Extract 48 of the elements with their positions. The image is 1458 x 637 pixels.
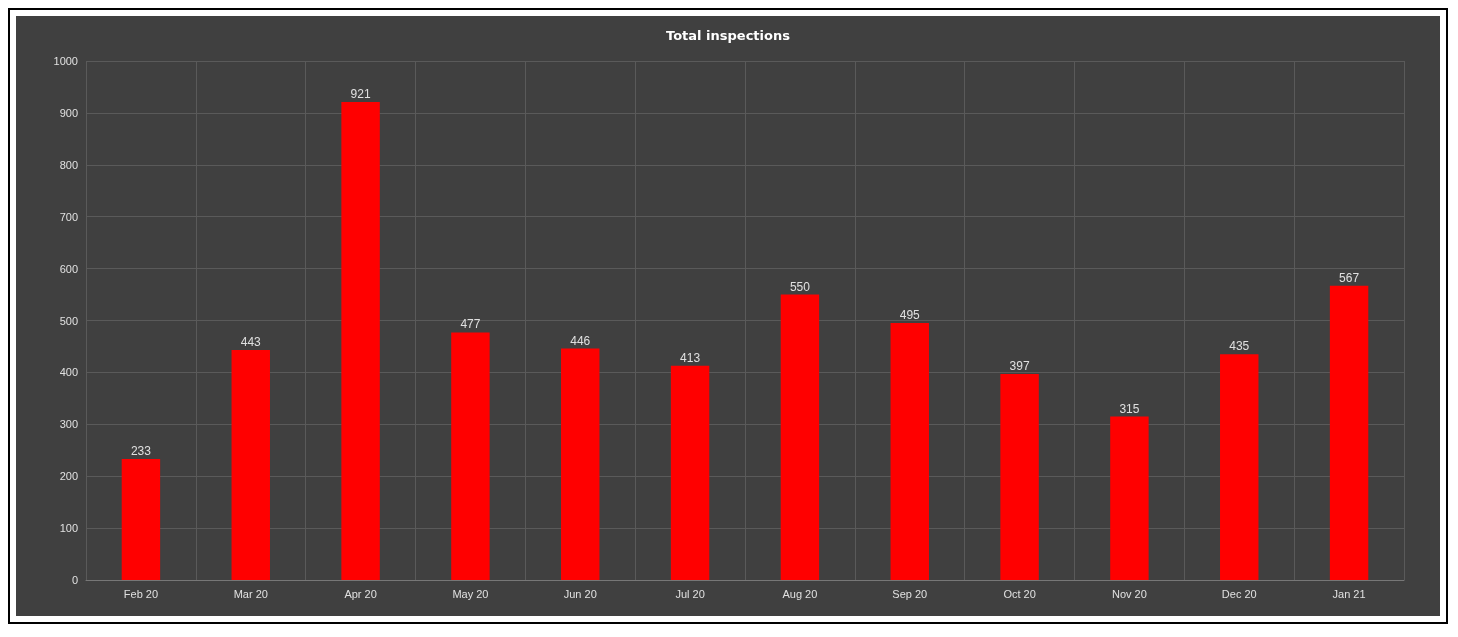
data-label: 567 <box>1339 270 1360 285</box>
x-tick-label: Jun 20 <box>563 587 597 600</box>
y-tick-label: 700 <box>59 210 78 223</box>
bar <box>1110 416 1149 580</box>
bar <box>231 350 270 580</box>
x-tick-label: Jul 20 <box>675 587 705 600</box>
bar <box>670 365 710 580</box>
data-label: 446 <box>570 333 591 348</box>
x-tick-label: May 20 <box>452 587 489 600</box>
data-label: 550 <box>789 279 811 294</box>
x-tick-label: Feb 20 <box>123 587 159 600</box>
bar <box>341 102 380 580</box>
x-tick-label: Sep 20 <box>892 587 928 600</box>
data-label: 315 <box>1119 401 1140 416</box>
bar <box>1220 354 1259 580</box>
x-tick-label: Oct 20 <box>1003 587 1036 600</box>
x-tick-label: Mar 20 <box>233 587 268 600</box>
chart-title: Total inspections <box>666 28 791 43</box>
y-tick-label: 300 <box>59 418 78 431</box>
x-tick-label: Aug 20 <box>782 587 818 600</box>
bar <box>121 459 161 580</box>
y-tick-label: 200 <box>59 470 78 483</box>
x-tick-label: Dec 20 <box>1221 587 1257 600</box>
data-label: 233 <box>130 444 152 459</box>
y-tick-label: 1000 <box>53 55 78 67</box>
data-label: 495 <box>899 308 921 323</box>
y-tick-label: 900 <box>59 106 78 119</box>
data-label: 413 <box>680 350 701 365</box>
data-label: 435 <box>1229 339 1250 354</box>
data-label: 443 <box>240 335 262 350</box>
bar <box>561 348 600 580</box>
bar <box>1000 373 1039 580</box>
bar <box>780 294 820 580</box>
data-label: 477 <box>460 317 481 332</box>
bar <box>451 332 490 580</box>
x-tick-label: Jan 21 <box>1332 587 1366 600</box>
data-label: 397 <box>1009 358 1030 373</box>
y-tick-label: 0 <box>71 574 78 586</box>
bar <box>890 323 929 580</box>
x-tick-label: Nov 20 <box>1111 587 1147 600</box>
bar <box>1329 285 1369 580</box>
data-label: 921 <box>350 87 371 101</box>
y-tick-label: 500 <box>59 314 78 327</box>
y-tick-label: 100 <box>59 522 78 535</box>
y-tick-label: 400 <box>59 366 78 379</box>
x-tick-label: Apr 20 <box>344 587 377 600</box>
y-tick-label: 600 <box>59 262 78 275</box>
y-tick-label: 800 <box>59 158 78 171</box>
